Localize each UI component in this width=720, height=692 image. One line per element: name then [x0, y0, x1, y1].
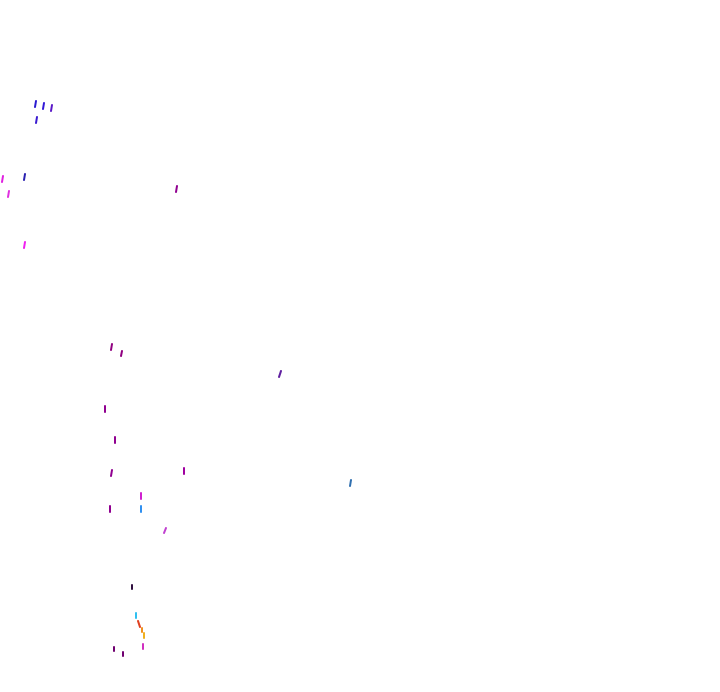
marks — [1, 100, 352, 657]
stroke-mark — [50, 104, 53, 112]
stroke-mark — [175, 185, 178, 193]
stroke-mark — [23, 173, 26, 181]
stroke-mark — [120, 350, 123, 357]
stroke-mark — [278, 370, 282, 378]
stroke-mark — [7, 190, 10, 198]
stroke-mark — [35, 116, 38, 124]
stroke-mark — [163, 527, 167, 534]
stroke-mark — [110, 469, 113, 477]
stroke-mark — [110, 343, 113, 351]
stroke-mark — [34, 100, 37, 108]
stroke-mark — [42, 102, 45, 110]
stroke-mark — [1, 175, 4, 183]
stroke-mark — [137, 620, 141, 628]
stroke-mark — [349, 479, 352, 487]
stroke-mark — [23, 241, 26, 249]
